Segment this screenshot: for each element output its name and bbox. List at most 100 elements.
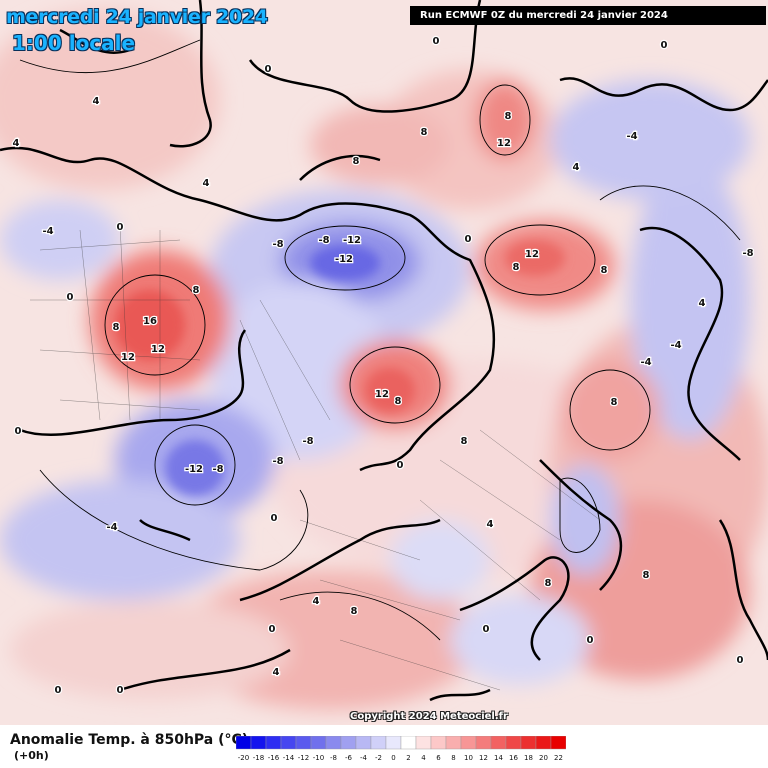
forecast-date: mercredi 24 janvier 2024 (6, 6, 268, 28)
contour-label: 0 (15, 426, 22, 437)
contour-label: 0 (737, 655, 744, 666)
legend-tick-label: 4 (421, 754, 426, 762)
contour-label: 12 (525, 249, 539, 260)
contour-label: -12 (343, 235, 361, 246)
legend-tick-label: -16 (268, 754, 280, 762)
legend-swatch (340, 736, 357, 750)
legend-tick-label: 6 (436, 754, 441, 762)
legend-tick-label: 20 (539, 754, 548, 762)
contour-label: -8 (302, 436, 313, 447)
legend-swatch (385, 736, 402, 750)
lead-time: (+0h) (14, 749, 49, 762)
contour-label: 0 (661, 40, 668, 51)
footer: Anomalie Temp. à 850hPa (°C) (+0h) -20 -1… (0, 725, 768, 768)
legend-swatch (355, 736, 372, 750)
contour-label: -4 (106, 522, 117, 533)
legend-swatch (325, 736, 342, 750)
legend-tick-label: -4 (360, 754, 368, 762)
contour-label: 0 (587, 635, 594, 646)
contour-label: 0 (265, 64, 272, 75)
graticule-lines (30, 224, 601, 691)
legend-swatch (310, 736, 327, 750)
legend-tick-label: 12 (479, 754, 488, 762)
legend-tick-label: 0 (391, 754, 395, 762)
contour-label: 4 (573, 162, 580, 173)
legend-swatch (400, 736, 417, 750)
legend-tick-label: 14 (494, 754, 503, 762)
legend-tick-label: 8 (451, 754, 455, 762)
contour-label: 4 (487, 519, 494, 530)
legend-tick-label: 10 (464, 754, 473, 762)
coastlines (0, 0, 768, 702)
contour-label: -4 (626, 131, 637, 142)
contour-label: -8 (742, 248, 753, 259)
field-title: Anomalie Temp. à 850hPa (°C) (10, 732, 249, 748)
contour-label: 0 (117, 685, 124, 696)
legend-tick-label: -20 (238, 754, 249, 762)
contour-label: 0 (117, 222, 124, 233)
contour-label: 8 (643, 570, 650, 581)
contour-label: 8 (351, 606, 358, 617)
local-time: 1:00 locale (12, 31, 136, 55)
contour-label: 4 (313, 596, 320, 607)
color-legend: -20 -18 -16 -14 -12 -10 -8 -6 -4 -2 0 2 4 6 8 10 12 14 16 1… (236, 736, 566, 762)
contour-label: 12 (375, 389, 389, 400)
contour-label: 8 (461, 436, 468, 447)
contour-label: 4 (13, 138, 20, 149)
contour-label: 0 (465, 234, 472, 245)
contour-label: 12 (497, 138, 511, 149)
legend-swatch (460, 736, 477, 750)
contour-label: 0 (55, 685, 62, 696)
contour-label: 0 (433, 36, 440, 47)
legend-tick-label: 2 (406, 754, 410, 762)
contour-label: 12 (151, 344, 165, 355)
contour-label: -4 (640, 357, 651, 368)
anomaly-cores (115, 240, 565, 496)
contour-label: -4 (42, 226, 53, 237)
legend-swatch (415, 736, 432, 750)
contour-label: 8 (113, 322, 120, 333)
legend-tick-label: 18 (524, 754, 533, 762)
contour-label: 8 (193, 285, 200, 296)
legend-tick-label: 22 (554, 754, 563, 762)
contour-label: 8 (421, 127, 428, 138)
run-info: Run ECMWF 0Z du mercredi 24 janvier 2024 (410, 6, 766, 25)
legend-swatch (535, 736, 552, 750)
legend-tick-label: 16 (509, 754, 518, 762)
contour-label: 4 (273, 667, 280, 678)
legend-swatch (550, 736, 566, 750)
legend-swatch (430, 736, 447, 750)
contour-label: 4 (203, 178, 210, 189)
contour-label: 16 (143, 316, 157, 327)
legend-swatch (490, 736, 507, 750)
contour-label: 4 (93, 96, 100, 107)
contour-label: -8 (272, 456, 283, 467)
isolines (19, 39, 741, 641)
legend-swatch (265, 736, 282, 750)
contour-label: 12 (121, 352, 135, 363)
contour-label: 8 (601, 265, 608, 276)
contour-label: 8 (353, 156, 360, 167)
legend-swatch (295, 736, 312, 750)
contour-label: -12 (335, 254, 353, 265)
contour-label: -4 (670, 340, 681, 351)
legend-tick-label: -12 (298, 754, 309, 762)
legend-swatch (475, 736, 492, 750)
legend-tick-label: -18 (253, 754, 264, 762)
contour-label: 8 (505, 111, 512, 122)
anomaly-map: -12 -12 -8 -8 -12 -8 -8 -8 -4 -4 -4 -4 -8 -4 16 12 12 8 8 4… (0, 0, 768, 725)
contour-label: 0 (269, 624, 276, 635)
legend-swatch (370, 736, 387, 750)
legend-swatch (236, 736, 252, 750)
legend-tick-label: -2 (375, 754, 382, 762)
legend-swatch (250, 736, 267, 750)
contour-label: 8 (395, 396, 402, 407)
contour-label: 8 (545, 578, 552, 589)
contour-label: -12 (185, 464, 203, 475)
contour-label: -8 (212, 464, 223, 475)
contour-label: 0 (483, 624, 490, 635)
legend-swatch (280, 736, 297, 750)
legend-tick-label: -10 (313, 754, 324, 762)
contour-label: -8 (318, 235, 329, 246)
legend-tick-label: -8 (330, 754, 337, 762)
